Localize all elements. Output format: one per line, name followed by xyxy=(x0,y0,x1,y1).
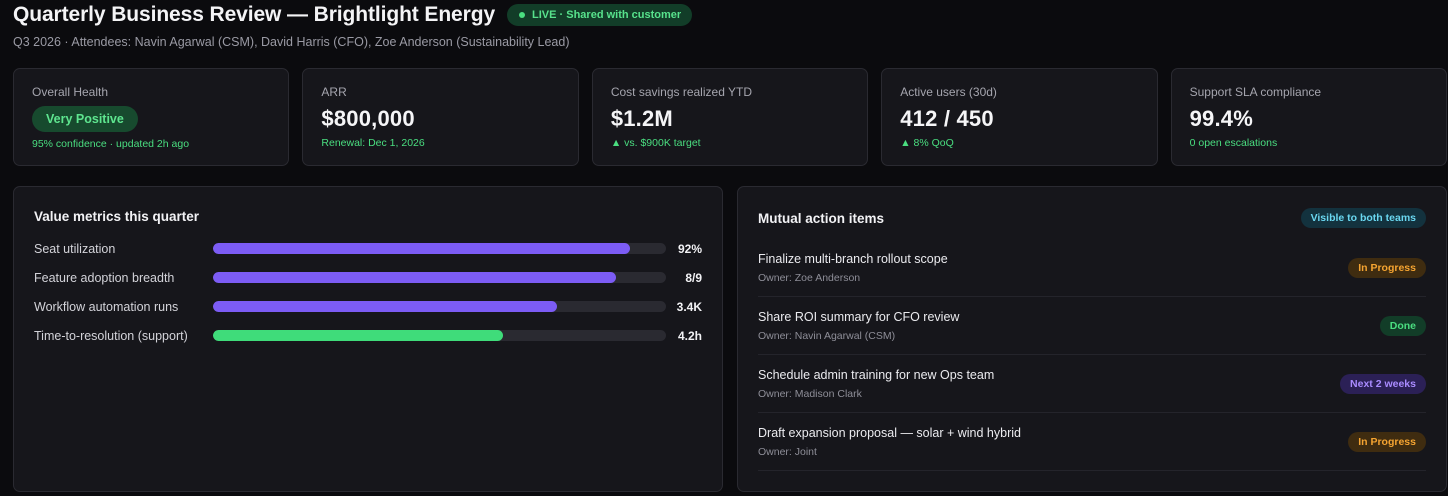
kpi-card-arr: ARR $800,000 Renewal: Dec 1, 2026 xyxy=(302,68,579,166)
live-dot-icon xyxy=(519,12,526,18)
status-badge: Done xyxy=(1379,315,1426,336)
action-item-owner: Owner: Joint xyxy=(758,445,817,458)
action-item-text: Schedule admin training for new Ops team… xyxy=(758,368,994,400)
metric-bar-track xyxy=(213,243,667,254)
value-metrics-list: Seat utilization 92% Feature adoption br… xyxy=(34,234,702,350)
metric-row: Workflow automation runs 3.4K xyxy=(34,292,702,321)
action-item-title: Finalize multi-branch rollout scope xyxy=(758,251,948,266)
kpi-label: Overall Health xyxy=(32,85,109,99)
metric-bar-fill xyxy=(213,272,617,283)
metric-row: Seat utilization 92% xyxy=(34,234,702,263)
status-badge: In Progress xyxy=(1348,431,1426,452)
metric-label: Feature adoption breadth xyxy=(34,270,175,285)
action-item-text: Finalize multi-branch rollout scope Owne… xyxy=(758,252,948,284)
kpi-card-cost-savings: Cost savings realized YTD $1.2M ▲ vs. $9… xyxy=(591,68,869,166)
metric-bar-track xyxy=(213,330,667,341)
page-header: Quarterly Business Review — Brightlight … xyxy=(13,0,693,49)
action-item-text: Draft expansion proposal — solar + wind … xyxy=(758,426,1021,458)
kpi-value: 99.4% xyxy=(1189,106,1254,131)
visibility-badge: Visible to both teams xyxy=(1300,208,1426,228)
metric-row: Feature adoption breadth 8/9 xyxy=(34,263,702,292)
kpi-row: Overall Health Very Positive 95% confide… xyxy=(13,68,1448,166)
action-items-list: Finalize multi-branch rollout scope Owne… xyxy=(758,239,1426,471)
metric-bar-track xyxy=(213,272,667,283)
kpi-card-sla: Support SLA compliance 99.4% 0 open esca… xyxy=(1170,68,1448,166)
kpi-subtext: 0 open escalations xyxy=(1189,137,1278,149)
action-item-title: Schedule admin training for new Ops team xyxy=(758,367,995,382)
action-items-panel: Mutual action items Visible to both team… xyxy=(737,186,1447,492)
kpi-subtext: ▲ 8% QoQ xyxy=(900,137,954,149)
status-badge: Next 2 weeks xyxy=(1340,373,1426,394)
kpi-label: Support SLA compliance xyxy=(1189,85,1322,99)
action-item-owner: Owner: Zoe Anderson xyxy=(758,271,861,284)
action-item[interactable]: Draft expansion proposal — solar + wind … xyxy=(758,413,1426,471)
value-metrics-panel: Value metrics this quarter Seat utilizat… xyxy=(13,186,723,492)
action-item-owner: Owner: Navin Agarwal (CSM) xyxy=(758,329,896,342)
metric-value: 3.4K xyxy=(676,299,702,314)
metric-bar-fill xyxy=(213,301,558,312)
page-title: Quarterly Business Review — Brightlight … xyxy=(13,3,496,26)
kpi-card-health: Overall Health Very Positive 95% confide… xyxy=(13,68,290,166)
kpi-label: Active users (30d) xyxy=(900,85,997,99)
kpi-value: $1.2M xyxy=(610,106,673,131)
metric-label: Time-to-resolution (support) xyxy=(34,328,188,343)
status-badge: In Progress xyxy=(1348,257,1426,278)
kpi-label: Cost savings realized YTD xyxy=(610,85,752,99)
metric-bar-track xyxy=(213,301,667,312)
kpi-value: 412 / 450 xyxy=(900,106,994,131)
action-item-title: Draft expansion proposal — solar + wind … xyxy=(758,425,1021,440)
kpi-card-active-users: Active users (30d) 412 / 450 ▲ 8% QoQ xyxy=(881,68,1158,166)
action-items-header: Mutual action items Visible to both team… xyxy=(758,208,1426,228)
action-item-owner: Owner: Madison Clark xyxy=(758,387,862,400)
title-row: Quarterly Business Review — Brightlight … xyxy=(13,0,693,30)
value-metrics-title: Value metrics this quarter xyxy=(34,209,200,224)
metric-bar-fill xyxy=(213,243,630,254)
action-items-title: Mutual action items xyxy=(758,210,885,226)
kpi-subtext: ▲ vs. $900K target xyxy=(610,137,701,149)
action-item[interactable]: Finalize multi-branch rollout scope Owne… xyxy=(758,239,1426,297)
action-item[interactable]: Share ROI summary for CFO review Owner: … xyxy=(758,297,1426,355)
live-badge-label: LIVE · Shared with customer xyxy=(532,9,682,21)
metric-label: Workflow automation runs xyxy=(34,299,179,314)
action-item-text: Share ROI summary for CFO review Owner: … xyxy=(758,310,959,342)
health-status-badge: Very Positive xyxy=(32,106,138,132)
kpi-subtext: 95% confidence · updated 2h ago xyxy=(32,138,190,150)
metric-value: 8/9 xyxy=(685,270,702,285)
meeting-subtitle: Q3 2026 · Attendees: Navin Agarwal (CSM)… xyxy=(13,35,570,49)
metric-value: 4.2h xyxy=(677,328,702,343)
action-item[interactable]: Schedule admin training for new Ops team… xyxy=(758,355,1426,413)
kpi-subtext: Renewal: Dec 1, 2026 xyxy=(321,137,425,149)
metric-row: Time-to-resolution (support) 4.2h xyxy=(34,321,702,350)
live-shared-badge: LIVE · Shared with customer xyxy=(507,4,693,26)
metric-label: Seat utilization xyxy=(34,241,116,256)
action-item-title: Share ROI summary for CFO review xyxy=(758,309,960,324)
kpi-label: ARR xyxy=(321,85,347,99)
metric-value: 92% xyxy=(677,241,702,256)
metric-bar-fill xyxy=(213,330,504,341)
kpi-value: $800,000 xyxy=(321,106,415,131)
